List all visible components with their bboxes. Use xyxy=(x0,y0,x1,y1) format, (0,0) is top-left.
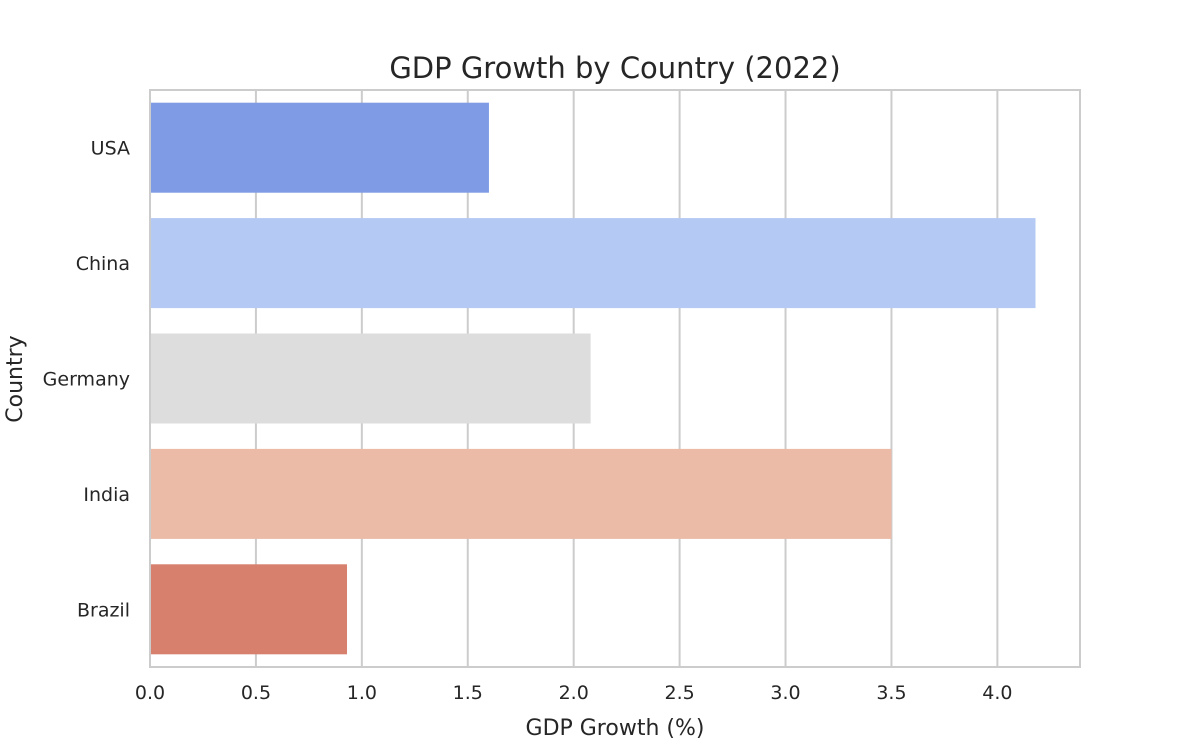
bar-brazil xyxy=(150,564,348,655)
bar-india xyxy=(150,448,892,539)
x-tick-label: 3.0 xyxy=(770,682,800,704)
x-tick-label: 0.0 xyxy=(135,682,165,704)
y-tick-label-germany: Germany xyxy=(43,369,130,391)
y-axis-label: Country xyxy=(3,335,28,422)
y-tick-label-usa: USA xyxy=(91,138,130,160)
x-tick-label: 2.0 xyxy=(559,682,589,704)
x-tick-label: 1.5 xyxy=(453,682,483,704)
x-tick-label: 3.5 xyxy=(876,682,906,704)
x-tick-label: 2.5 xyxy=(665,682,695,704)
x-tick-label: 0.5 xyxy=(241,682,271,704)
bar-germany xyxy=(150,333,591,424)
y-tick-label-brazil: Brazil xyxy=(77,599,130,621)
x-tick-label: 4.0 xyxy=(982,682,1012,704)
bars xyxy=(150,102,1036,655)
x-tick-labels: 0.0 0.5 1.0 1.5 2.0 2.5 3.0 3.5 4.0 xyxy=(135,682,1013,704)
y-tick-labels: USA China Germany India Brazil xyxy=(43,138,130,622)
bar-usa xyxy=(150,102,489,193)
x-tick-label: 1.0 xyxy=(347,682,377,704)
y-tick-label-china: China xyxy=(76,253,130,275)
plot-frame xyxy=(149,89,1081,668)
bar-china xyxy=(150,218,1036,309)
y-tick-label-india: India xyxy=(83,484,130,506)
x-axis-label: GDP Growth (%) xyxy=(526,716,705,741)
chart-title: GDP Growth by Country (2022) xyxy=(389,51,840,85)
